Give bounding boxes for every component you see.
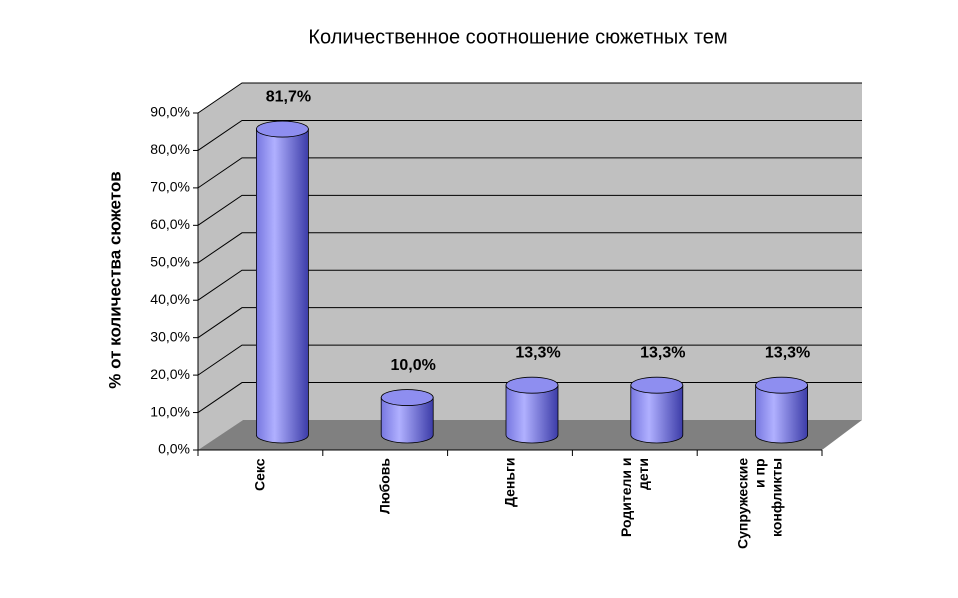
- cylinder: [755, 376, 808, 444]
- y-tick-label: 40,0%: [150, 291, 190, 307]
- x-tick-label: Супружеские и пр конфликты: [734, 458, 785, 550]
- y-tick-label: 0,0%: [158, 441, 190, 457]
- grid-line: [197, 157, 862, 189]
- y-tick-label: 10,0%: [150, 403, 190, 419]
- cylinder-top: [505, 376, 559, 394]
- y-axis-title: % от количества сюжетов: [105, 171, 124, 388]
- cylinder-top: [755, 376, 808, 394]
- y-tick-label: 80,0%: [150, 141, 190, 157]
- y-tick-label: 30,0%: [150, 328, 190, 344]
- value-label: 13,3%: [765, 344, 810, 361]
- x-tick-label: Деньги: [501, 458, 518, 508]
- cylinder: [505, 376, 559, 444]
- side-wall: [198, 83, 243, 450]
- cylinder-body: [755, 384, 808, 444]
- x-tick-label: Секс: [251, 458, 268, 491]
- grid-line: [197, 194, 862, 226]
- cylinder: [255, 120, 309, 444]
- y-tick-label: 90,0%: [150, 104, 190, 120]
- value-label: 13,3%: [515, 344, 560, 361]
- grid-line: [197, 269, 862, 301]
- cylinder: [630, 376, 684, 444]
- value-label: 10,0%: [391, 357, 436, 374]
- cylinder-body: [380, 397, 434, 444]
- y-tick-label: 20,0%: [150, 366, 190, 382]
- value-label: 81,7%: [266, 88, 311, 105]
- x-tick-label: Родители и дети: [617, 458, 651, 538]
- grid-line: [197, 119, 862, 151]
- cylinder-body: [505, 384, 559, 444]
- cylinder: [380, 389, 434, 444]
- y-tick-label: 60,0%: [150, 216, 190, 232]
- grid-line: [197, 344, 862, 376]
- cylinder-top: [630, 376, 684, 394]
- y-tick-label: 50,0%: [150, 253, 190, 269]
- value-label: 13,3%: [640, 344, 685, 361]
- cylinder-body: [255, 128, 309, 444]
- grid-line: [197, 232, 862, 264]
- grid-line: [197, 307, 862, 339]
- cylinder-body: [630, 384, 684, 444]
- cylinder-top: [255, 120, 309, 138]
- grid-line: [197, 82, 862, 114]
- back-wall: [243, 83, 862, 420]
- x-tick-label: Любовь: [376, 458, 393, 515]
- chart-title: Количественное соотношение сюжетных тем: [308, 26, 727, 48]
- cylinder-top: [380, 389, 434, 406]
- y-tick-label: 70,0%: [150, 179, 190, 195]
